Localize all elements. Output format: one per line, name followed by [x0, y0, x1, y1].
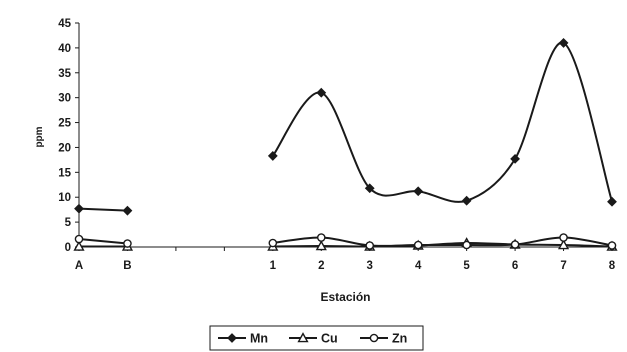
data-point-mn: [122, 205, 133, 216]
y-tick-label: 35: [58, 68, 71, 80]
series-line-mn: [272, 41, 613, 203]
data-point-zn: [316, 233, 326, 242]
data-point-zn: [462, 240, 471, 250]
x-tick-label: 6: [512, 260, 518, 272]
x-axis-title: Estación: [320, 290, 370, 304]
legend-marker-zn: [369, 333, 379, 343]
y-tick-label: 5: [65, 217, 72, 229]
x-tick-label: 7: [560, 260, 566, 272]
data-point-mn: [558, 38, 569, 48]
data-point-cu: [315, 240, 327, 251]
x-tick-label: B: [123, 260, 131, 272]
x-tick-label: 2: [318, 260, 324, 272]
x-tick-label: A: [75, 260, 83, 272]
legend-label-zn: Zn: [392, 332, 407, 346]
data-point-zn: [268, 238, 278, 248]
data-point-cu: [557, 239, 570, 250]
data-point-zn: [559, 233, 568, 242]
y-tick-label: 30: [58, 93, 71, 105]
y-tick-label: 20: [58, 142, 71, 154]
legend-label-cu: Cu: [321, 332, 338, 346]
data-point-mn: [413, 186, 424, 197]
legend-label-mn: Mn: [250, 332, 268, 346]
y-tick-label: 15: [58, 167, 71, 179]
data-point-mn: [267, 150, 278, 161]
data-point-mn: [607, 196, 617, 207]
x-axis: A B 1 2 3 4 5 6 7 8: [75, 246, 616, 272]
x-tick-label: 5: [463, 260, 470, 272]
data-point-zn: [510, 240, 520, 249]
legend-marker-mn: [227, 333, 237, 343]
data-point-zn: [123, 239, 132, 248]
series-markers: [73, 38, 618, 251]
data-point-mn: [316, 87, 327, 98]
data-point-mn: [461, 195, 472, 206]
y-tick-label: 25: [58, 118, 71, 130]
legend: Mn Cu Zn: [209, 325, 424, 351]
data-point-mn: [364, 183, 375, 194]
series-line-zn: [78, 238, 128, 245]
y-axis-title: ppm: [34, 126, 45, 147]
y-tick-label: 45: [58, 18, 71, 30]
x-tick-label: 1: [270, 260, 277, 272]
data-point-cu: [73, 240, 85, 251]
data-point-zn: [607, 241, 617, 250]
x-tick-label: 4: [415, 260, 422, 272]
x-tick-label: 3: [367, 260, 373, 272]
y-tick-label: 10: [58, 192, 71, 204]
legend-marker-cu: [297, 332, 309, 343]
series-line-mn: [78, 207, 128, 212]
data-point-zn: [413, 240, 423, 250]
y-tick-label: 40: [58, 43, 71, 55]
data-point-mn: [510, 153, 520, 164]
data-point-zn: [74, 234, 84, 244]
x-tick-label: 8: [609, 260, 616, 272]
data-point-mn: [74, 203, 84, 214]
series-lines: [78, 41, 613, 248]
y-tick-label: 0: [65, 242, 71, 254]
y-axis: 0 5 10 15 20 25 30 35 40 45: [58, 18, 80, 254]
data-point-zn: [365, 241, 375, 250]
